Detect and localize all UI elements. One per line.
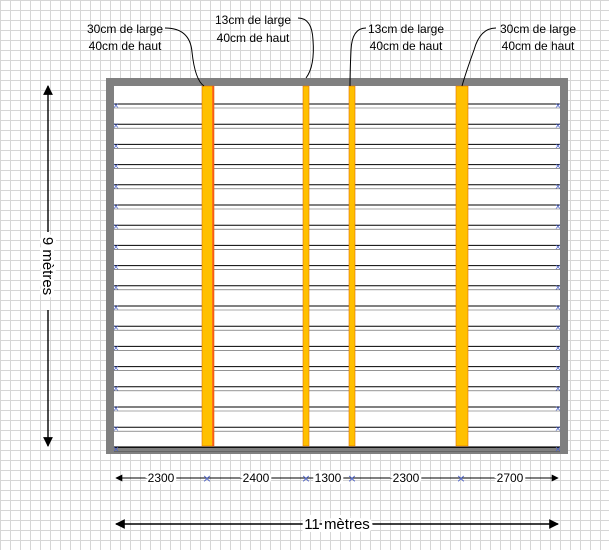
rail-end-marker: × — [555, 283, 562, 292]
rail-end-marker: × — [113, 222, 120, 231]
rail-end-marker: × — [555, 384, 562, 393]
rail-end-marker: × — [555, 364, 562, 373]
rail-end-marker: × — [555, 141, 562, 150]
rail-end-marker: × — [113, 323, 120, 332]
rail-end-marker: × — [555, 343, 562, 352]
rail-end-marker: × — [555, 404, 562, 413]
beam-2 — [302, 85, 310, 447]
rail-end-marker: × — [113, 141, 120, 150]
rail-end-marker: × — [113, 182, 120, 191]
beam-1 — [201, 85, 215, 447]
segment-1-label: 2300 — [148, 471, 175, 485]
segment-tick: × — [347, 472, 356, 485]
rail-end-marker: × — [113, 444, 120, 453]
rail-end-marker: × — [113, 202, 120, 211]
segment-2-label: 2400 — [243, 471, 270, 485]
height-label: 9 mètres — [39, 237, 56, 295]
width-label: 11 mètres — [304, 516, 370, 533]
rail-end-marker: × — [113, 162, 120, 171]
rail-end-marker: × — [555, 121, 562, 130]
segment-3-label: 1300 — [315, 471, 342, 485]
rail-end-marker: × — [113, 343, 120, 352]
rail-end-marker: × — [113, 364, 120, 373]
rail-end-marker: × — [555, 303, 562, 312]
rail-end-marker: × — [113, 101, 120, 110]
rail-end-marker: × — [555, 182, 562, 191]
rail-end-marker: × — [555, 263, 562, 272]
segment-5-label: 2700 — [497, 471, 524, 485]
beam-4-height-label: 40cm de haut — [502, 39, 575, 53]
rail-end-marker: × — [555, 202, 562, 211]
callout-line-beam-3 — [349, 27, 367, 87]
rail-end-marker: × — [555, 242, 562, 251]
rails — [114, 103, 560, 452]
rail-end-marker: × — [555, 101, 562, 110]
rail-end-marker: × — [113, 424, 120, 433]
segment-tick: × — [301, 472, 310, 485]
segment-tick: × — [202, 472, 211, 485]
rail-end-marker: × — [555, 323, 562, 332]
rail-end-marker: × — [113, 384, 120, 393]
beam-1-height-label: 40cm de haut — [89, 39, 162, 53]
segment-ticks: × × × × — [202, 472, 465, 485]
segment-4-label: 2300 — [393, 471, 420, 485]
rail-end-marker: × — [113, 242, 120, 251]
rail-end-marker: × — [113, 303, 120, 312]
rail-end-marker: × — [555, 424, 562, 433]
beam-1-width-label: 30cm de large — [87, 22, 163, 36]
beam-4 — [455, 85, 469, 447]
segment-tick: × — [456, 472, 465, 485]
beam-3-width-label: 13cm de large — [368, 22, 444, 36]
beam-3-height-label: 40cm de haut — [370, 39, 443, 53]
beam-4-width-label: 30cm de large — [500, 22, 576, 36]
rail-end-marker: × — [113, 121, 120, 130]
beam-3 — [348, 85, 356, 447]
callout-line-beam-4 — [461, 27, 497, 87]
rail-end-markers: × × × × × × × × × × × × × × × × × × × × × × × × × × × × × × × × × × × × — [113, 101, 562, 453]
rail-end-marker: × — [113, 404, 120, 413]
callout-line-beam-2 — [297, 17, 314, 79]
rail-end-marker: × — [555, 162, 562, 171]
rail-end-marker: × — [113, 283, 120, 292]
rail-end-marker: × — [113, 263, 120, 272]
rail-end-marker: × — [555, 444, 562, 453]
beam-2-height-label: 40cm de haut — [217, 31, 290, 45]
rail-end-marker: × — [555, 222, 562, 231]
beam-2-width-label: 13cm de large — [215, 13, 291, 27]
callout-line-beam-1 — [164, 27, 205, 87]
